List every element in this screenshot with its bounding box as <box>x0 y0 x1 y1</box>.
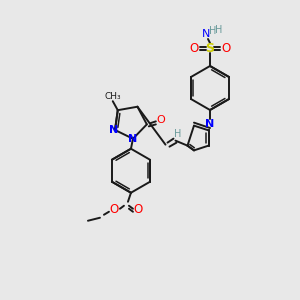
Text: N: N <box>128 134 138 144</box>
Text: H: H <box>209 26 217 36</box>
Text: H: H <box>174 129 181 139</box>
Text: N: N <box>206 119 214 129</box>
Text: S: S <box>206 41 214 55</box>
Text: O: O <box>133 203 142 216</box>
Text: N: N <box>110 125 118 135</box>
Text: O: O <box>109 203 119 216</box>
Text: N: N <box>202 29 210 39</box>
Text: O: O <box>221 41 231 55</box>
Text: O: O <box>189 41 199 55</box>
Text: CH₃: CH₃ <box>104 92 121 101</box>
Text: H: H <box>215 25 223 35</box>
Text: O: O <box>157 116 165 125</box>
